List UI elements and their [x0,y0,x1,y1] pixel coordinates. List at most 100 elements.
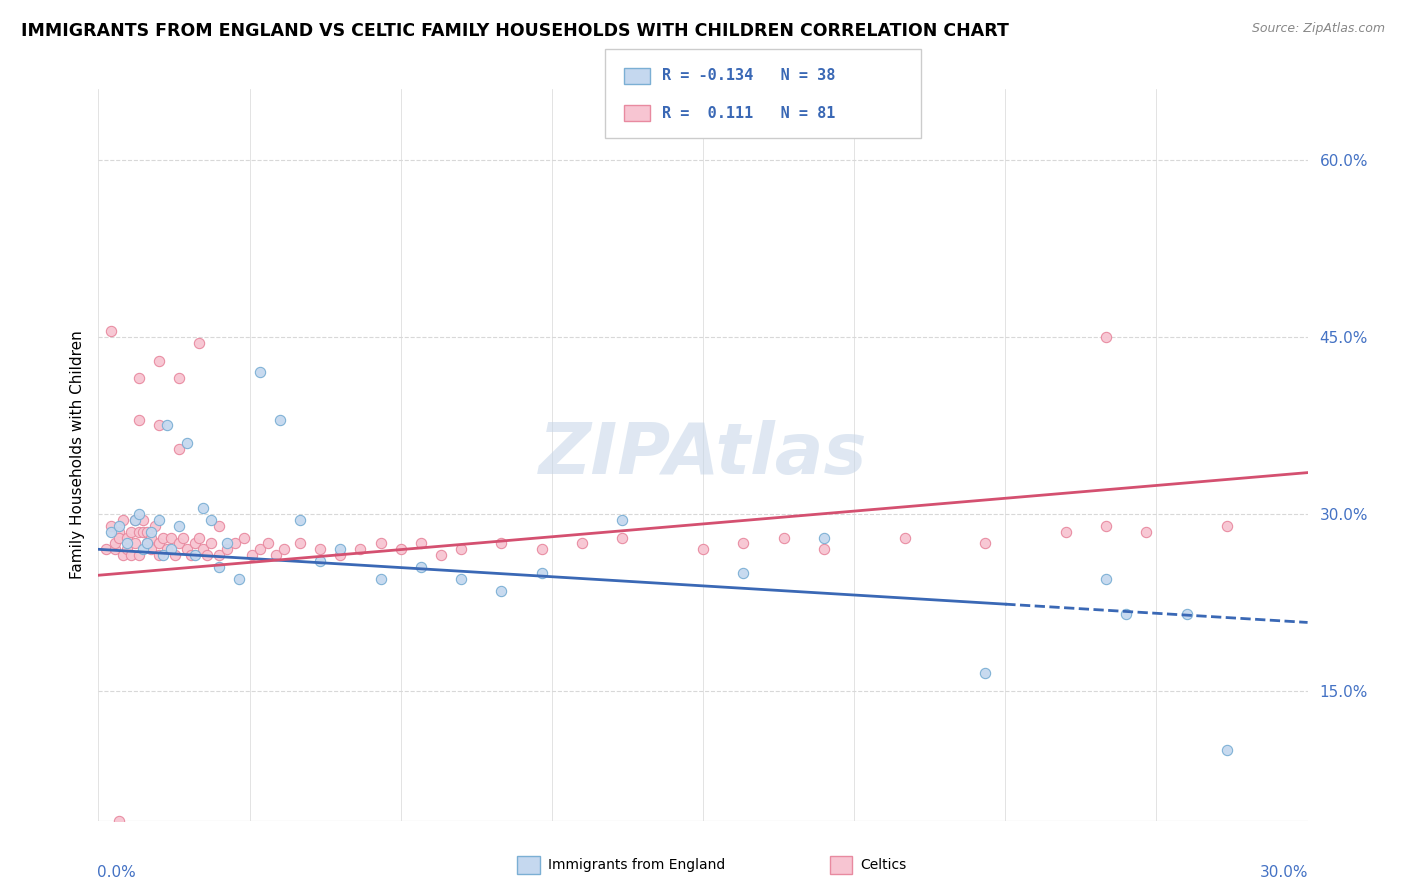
Point [132,513,155,527]
Point [180,548,202,562]
Point [128,412,150,426]
Point [1095,572,1118,586]
Point [120,548,142,562]
Point [139,531,162,545]
Point [124,513,146,527]
Point [152,548,174,562]
Text: 0.0%: 0.0% [97,864,136,880]
Point [188,335,211,350]
Point [172,531,194,545]
Point [974,536,997,550]
Point [217,542,239,557]
Point [100,324,122,338]
Point [288,513,311,527]
Point [349,542,371,557]
Point [389,542,412,557]
Point [193,542,215,557]
Point [176,436,198,450]
Point [167,536,190,550]
Point [491,583,513,598]
Point [813,531,835,545]
Point [530,542,553,557]
Text: R = -0.134   N = 38: R = -0.134 N = 38 [662,69,835,83]
Point [288,536,311,550]
Point [249,365,271,379]
Point [152,531,174,545]
Point [163,548,186,562]
Text: 30.0%: 30.0% [1260,864,1309,880]
Point [1054,524,1077,539]
Point [612,513,634,527]
Point [193,501,215,516]
Point [430,548,453,562]
Point [329,542,352,557]
Point [148,418,170,433]
Point [733,566,755,580]
Point [224,536,246,550]
Text: Source: ZipAtlas.com: Source: ZipAtlas.com [1251,22,1385,36]
Point [1216,518,1239,533]
Point [115,536,138,550]
Point [135,536,157,550]
Point [309,542,332,557]
Point [1175,607,1198,622]
Point [128,507,150,521]
Point [132,542,155,557]
Point [813,542,835,557]
Point [217,536,239,550]
Point [103,542,125,557]
Point [530,566,553,580]
Point [692,542,714,557]
Point [772,531,794,545]
Y-axis label: Family Households with Children: Family Households with Children [69,331,84,579]
Point [1115,607,1137,622]
Point [200,513,222,527]
Point [111,548,134,562]
Point [612,531,634,545]
Point [450,542,472,557]
Point [184,548,207,562]
Point [491,536,513,550]
Point [167,518,190,533]
Text: ZIPAtlas: ZIPAtlas [538,420,868,490]
Point [107,531,129,545]
Point [733,536,755,550]
Point [128,548,150,562]
Point [103,536,125,550]
Point [167,371,190,385]
Point [124,513,146,527]
Point [107,524,129,539]
Point [135,524,157,539]
Point [249,542,271,557]
Point [409,560,432,574]
Point [370,572,392,586]
Point [148,513,170,527]
Text: R =  0.111   N = 81: R = 0.111 N = 81 [662,106,835,120]
Point [974,666,997,681]
Point [409,536,432,550]
Point [107,814,129,828]
Point [128,371,150,385]
Point [188,531,211,545]
Point [139,524,162,539]
Point [893,531,915,545]
Point [184,536,207,550]
Point [1216,743,1239,757]
Point [167,442,190,456]
Point [160,542,183,557]
Point [96,542,118,557]
Point [208,548,231,562]
Point [143,518,166,533]
Point [232,531,254,545]
Point [156,418,179,433]
Point [124,536,146,550]
Point [273,542,295,557]
Point [1135,524,1157,539]
Point [115,531,138,545]
Point [208,560,231,574]
Point [264,548,287,562]
Point [1095,330,1118,344]
Point [156,542,179,557]
Text: Immigrants from England: Immigrants from England [548,858,725,872]
Point [111,513,134,527]
